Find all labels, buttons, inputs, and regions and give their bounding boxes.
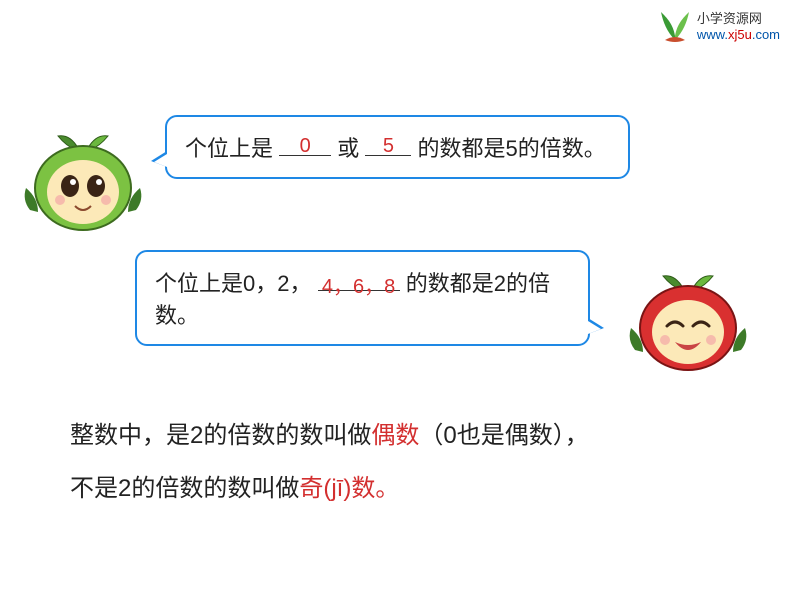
red-apple-character <box>625 270 755 395</box>
logo-cn: 小学资源网 <box>697 11 780 27</box>
blank-2: 5 <box>365 155 411 156</box>
odd-term: 奇 <box>299 475 323 502</box>
definition-line-2: 不是2的倍数的数叫做奇(jī)数。 <box>70 463 730 516</box>
logo-text: 小学资源网 www.xj5u.com <box>697 11 780 42</box>
blank-1: 0 <box>279 155 331 156</box>
green-apple-character <box>20 130 150 255</box>
blank-3-answer: 4，6，8 <box>318 270 400 299</box>
logo-url: www.xj5u.com <box>697 27 780 43</box>
bubble-tail-icon <box>151 151 167 167</box>
blank-2-answer: 5 <box>365 135 411 158</box>
bubble1-text1: 个位上是 <box>185 136 273 161</box>
definition-text: 整数中，是2的倍数的数叫做偶数（0也是偶数）， 不是2的倍数的数叫做奇(jī)数… <box>70 410 730 516</box>
definition-line-1: 整数中，是2的倍数的数叫做偶数（0也是偶数）， <box>70 410 730 463</box>
blank-3: 4，6，8 <box>318 290 400 291</box>
speech-bubble-2: 个位上是0，2， 4，6，8 的数都是2的倍数。 <box>135 250 590 346</box>
bubble2-text1: 个位上是0，2， <box>155 271 311 296</box>
speech-bubble-1: 个位上是 0 或 5 的数都是5的倍数。 <box>165 115 630 179</box>
green-apple-icon <box>20 130 150 250</box>
leaf-logo-icon <box>657 10 693 44</box>
site-logo: 小学资源网 www.xj5u.com <box>657 10 780 44</box>
bubble1-text2: 或 <box>337 136 359 161</box>
red-apple-icon <box>625 270 755 390</box>
bubble1-text3: 的数都是5的倍数。 <box>418 136 606 161</box>
blank-1-answer: 0 <box>279 135 331 158</box>
bubble-tail-icon <box>588 318 604 334</box>
even-term: 偶数 <box>371 422 419 449</box>
odd-pinyin: (jī) <box>323 475 351 502</box>
